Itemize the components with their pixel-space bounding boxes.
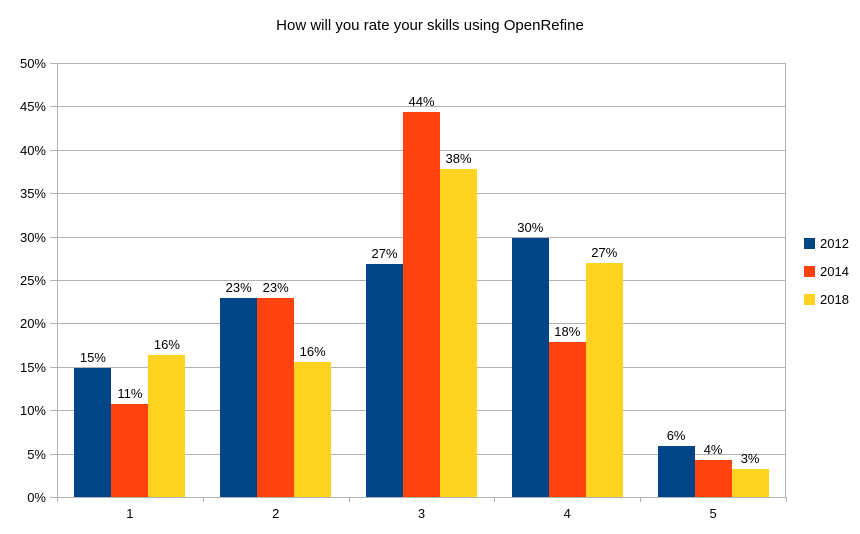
bar-value-label: 16% xyxy=(153,336,180,352)
x-axis-tick xyxy=(348,497,350,502)
bar-2014-cat5 xyxy=(694,459,732,497)
x-axis-category-label: 4 xyxy=(563,506,571,521)
y-axis-tick-label: 0% xyxy=(27,490,46,505)
x-axis-tick xyxy=(494,497,496,502)
bar-value-label: 3% xyxy=(740,451,760,467)
x-axis-category-label: 1 xyxy=(126,506,134,521)
x-axis-tick xyxy=(202,497,204,502)
y-axis-tick-label: 50% xyxy=(19,56,46,71)
y-axis-tick xyxy=(50,410,57,412)
bar-value-label: 27% xyxy=(371,246,398,262)
bar-2014-cat4 xyxy=(548,341,586,497)
y-axis-tick xyxy=(50,453,57,455)
bar-value-label: 38% xyxy=(445,150,472,166)
gridline xyxy=(57,106,786,108)
bar-value-label: 30% xyxy=(517,220,544,236)
bar-2012-cat3 xyxy=(366,264,403,497)
bar-2018-cat1 xyxy=(148,354,186,497)
bar-2012-cat2 xyxy=(220,298,258,497)
bar-2018-cat4 xyxy=(585,262,623,497)
y-axis-tick xyxy=(50,193,57,195)
y-axis-tick xyxy=(50,323,57,325)
gridline xyxy=(57,63,786,64)
bar-2012-cat1 xyxy=(74,367,112,497)
bar-2018-cat3 xyxy=(440,168,477,497)
legend-label-2018: 2018 xyxy=(820,292,849,307)
plot-area xyxy=(57,63,786,498)
y-axis-tick-label: 20% xyxy=(19,316,46,332)
legend-swatch-2012 xyxy=(804,238,815,249)
y-axis-tick-label: 15% xyxy=(19,359,46,375)
legend-item-2012: 2012 xyxy=(804,237,849,250)
bar-value-label: 18% xyxy=(554,323,581,339)
legend-label-2014: 2014 xyxy=(820,264,849,279)
legend-swatch-2018 xyxy=(804,294,815,305)
legend-label-2012: 2012 xyxy=(820,236,849,251)
y-axis-tick-label: 35% xyxy=(19,186,46,202)
y-axis-line xyxy=(57,63,58,497)
y-axis-tick xyxy=(50,106,57,108)
y-axis-tick-label: 30% xyxy=(19,229,46,245)
plot-right-border xyxy=(785,63,786,497)
x-axis-category-label: 2 xyxy=(272,506,280,521)
chart-title: How will you rate your skills using Open… xyxy=(276,17,584,34)
bar-2014-cat1 xyxy=(111,404,149,497)
x-axis-category-label: 3 xyxy=(417,506,426,521)
bar-value-label: 16% xyxy=(299,343,326,359)
bar-2014-cat2 xyxy=(257,298,295,497)
bar-value-label: 23% xyxy=(262,280,289,296)
y-axis-tick-label: 25% xyxy=(19,273,46,288)
bar-2012-cat4 xyxy=(511,238,549,497)
y-axis-tick xyxy=(50,236,57,238)
x-axis-line xyxy=(57,497,786,498)
bar-2018-cat2 xyxy=(294,361,332,497)
y-axis-tick-label: 40% xyxy=(19,142,46,158)
y-axis-tick xyxy=(50,280,57,281)
bar-value-label: 23% xyxy=(225,280,252,296)
legend-swatch-2014 xyxy=(804,266,815,277)
bar-value-label: 15% xyxy=(79,349,106,365)
bar-value-label: 6% xyxy=(666,427,686,443)
y-axis-tick xyxy=(50,497,57,498)
bar-value-label: 11% xyxy=(117,386,143,402)
y-axis-tick xyxy=(50,149,57,151)
bar-2014-cat3 xyxy=(403,112,440,497)
bar-value-label: 27% xyxy=(591,244,618,260)
legend-item-2014: 2014 xyxy=(804,265,849,278)
bar-value-label: 44% xyxy=(408,94,435,110)
bar-2012-cat5 xyxy=(657,445,695,497)
y-axis-tick-label: 10% xyxy=(19,403,46,419)
y-axis-tick xyxy=(50,63,57,64)
legend: 2012 2014 2018 xyxy=(804,237,849,306)
y-axis-tick-label: 5% xyxy=(27,446,46,462)
bar-value-label: 4% xyxy=(703,441,723,457)
y-axis-tick xyxy=(50,366,57,368)
bar-2018-cat5 xyxy=(731,469,769,497)
legend-item-2018: 2018 xyxy=(804,293,849,306)
y-axis-tick-label: 45% xyxy=(19,99,46,115)
x-axis-tick xyxy=(640,497,642,502)
x-axis-category-label: 5 xyxy=(709,506,717,521)
x-axis-tick xyxy=(786,497,787,502)
x-axis-tick xyxy=(57,497,58,502)
